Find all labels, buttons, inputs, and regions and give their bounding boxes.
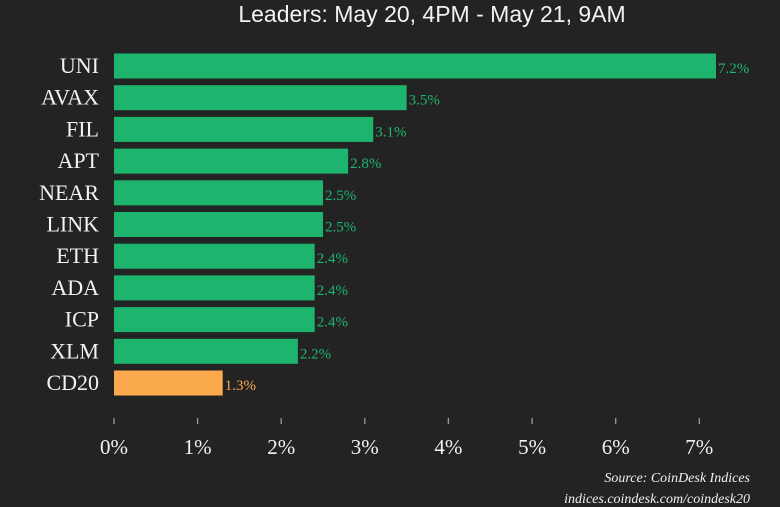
category-label-fil: FIL [66, 116, 99, 141]
x-tick-label: 4% [434, 435, 462, 459]
chart-title: Leaders: May 20, 4PM - May 21, 9AM [238, 1, 625, 27]
x-axis: 0% 1% 2% 3% 4% 5% 6% 7% [100, 418, 713, 459]
bar-xlm [114, 338, 298, 364]
x-tick-label: 5% [518, 435, 546, 459]
data-label-avax: 3.5% [409, 93, 440, 109]
bars-layer: UNI 7.2% AVAX 3.5% FIL 3.1% APT 2.8% NEAR 2.5% LIN… [39, 53, 749, 396]
category-label-uni: UNI [60, 53, 99, 78]
bar-link [114, 212, 323, 237]
data-label-link: 2.5% [325, 220, 356, 236]
bar-fil [114, 116, 374, 142]
x-tick-label: 3% [351, 435, 379, 459]
x-tick-label: 0% [100, 435, 128, 459]
category-label-icp: ICP [65, 307, 99, 332]
x-tick-label: 6% [602, 435, 630, 459]
source-url: indices.coindesk.com/coindesk20 [564, 492, 750, 507]
data-label-uni: 7.2% [718, 61, 749, 77]
bar-ada [114, 275, 315, 301]
bar-near [114, 180, 323, 206]
data-label-eth: 2.4% [317, 251, 348, 267]
x-tick-label: 2% [267, 435, 295, 459]
category-label-avax: AVAX [41, 85, 99, 110]
bar-icp [114, 307, 315, 333]
data-label-near: 2.5% [325, 188, 356, 204]
category-label-near: NEAR [39, 180, 99, 205]
category-label-link: LINK [46, 212, 99, 237]
bar-eth [114, 243, 315, 269]
data-label-apt: 2.8% [350, 156, 381, 172]
data-label-xlm: 2.2% [300, 346, 331, 362]
data-label-icp: 2.4% [317, 315, 348, 331]
x-tick-label: 7% [685, 435, 713, 459]
source-credit: Source: CoinDesk Indices [604, 471, 750, 486]
category-label-ada: ADA [51, 275, 99, 300]
bar-apt [114, 148, 349, 174]
category-label-apt: APT [57, 148, 99, 173]
data-label-cd20: 1.3% [225, 378, 256, 394]
data-label-ada: 2.4% [317, 283, 348, 299]
data-label-fil: 3.1% [375, 124, 406, 140]
category-label-xlm: XLM [50, 338, 99, 363]
bar-avax [114, 85, 407, 111]
bar-cd20 [114, 370, 223, 396]
x-tick-label: 1% [184, 435, 212, 459]
category-label-eth: ETH [56, 243, 99, 268]
category-label-cd20: CD20 [46, 370, 99, 395]
bar-uni [114, 53, 716, 79]
